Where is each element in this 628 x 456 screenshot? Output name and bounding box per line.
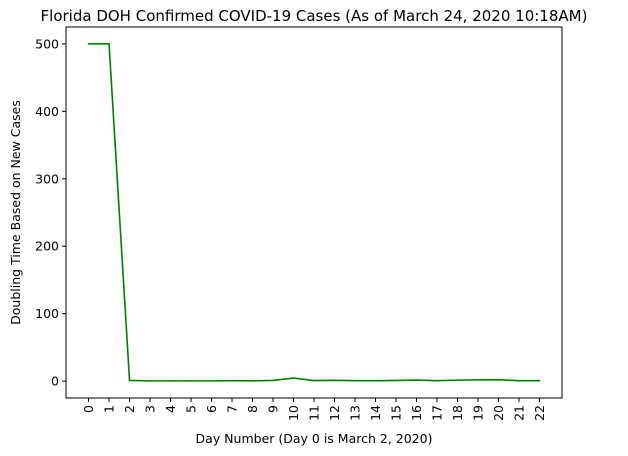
data-point — [354, 379, 356, 382]
data-point — [374, 379, 377, 382]
x-tick-label: 9 — [266, 405, 281, 413]
y-tick-label: 200 — [35, 239, 59, 254]
plot-frame — [65, 26, 563, 399]
data-point — [169, 380, 172, 382]
chart-title: Florida DOH Confirmed COVID-19 Cases (As… — [41, 7, 588, 25]
data-point — [477, 378, 479, 381]
x-tick-label: 19 — [470, 405, 485, 421]
y-axis-ticks: 0 100 200 300 400 500 — [35, 36, 66, 389]
x-tick-label: 15 — [388, 405, 403, 421]
x-tick-label: 20 — [491, 405, 506, 421]
data-point — [210, 380, 213, 382]
data-point — [292, 377, 295, 379]
data-point — [333, 379, 336, 382]
x-tick-label: 10 — [286, 405, 301, 421]
x-tick-label: 14 — [368, 405, 383, 421]
data-point — [436, 379, 438, 382]
x-tick-label: 18 — [450, 405, 465, 421]
x-tick-label: 5 — [184, 405, 199, 413]
x-tick-label: 6 — [204, 405, 219, 413]
x-tick-label: 2 — [122, 405, 137, 413]
data-point — [497, 378, 500, 381]
plot-area — [66, 27, 562, 398]
data-point — [518, 379, 520, 382]
data-point — [128, 379, 131, 382]
data-point — [313, 379, 315, 382]
y-tick-label: 400 — [35, 104, 59, 119]
x-tick-label: 3 — [143, 405, 158, 413]
data-point — [415, 379, 418, 381]
y-tick-label: 500 — [35, 36, 59, 51]
data-point — [108, 43, 110, 45]
x-tick-label: 17 — [429, 405, 444, 421]
x-axis-label: Day Number (Day 0 is March 2, 2020) — [196, 431, 433, 446]
x-tick-label: 1 — [102, 405, 117, 413]
y-tick-label: 0 — [51, 374, 59, 389]
data-point — [456, 379, 459, 381]
data-point — [87, 43, 90, 45]
data-point — [272, 379, 274, 382]
x-tick-label: 7 — [225, 405, 240, 413]
x-axis-ticks: 0 1 2 3 4 5 6 7 8 9 10 11 12 13 14 15 16 17 18 19 20 21 22 — [81, 398, 547, 421]
data-point — [251, 379, 254, 382]
data-point — [231, 379, 233, 382]
x-tick-label: 12 — [327, 405, 342, 421]
x-tick-label: 4 — [163, 405, 178, 413]
x-tick-label: 22 — [532, 405, 547, 421]
x-tick-label: 0 — [81, 405, 96, 413]
x-tick-label: 11 — [307, 405, 322, 421]
data-point — [149, 380, 151, 382]
x-tick-label: 13 — [347, 405, 362, 421]
data-point — [538, 379, 541, 382]
y-tick-label: 100 — [35, 306, 59, 321]
series-layer — [87, 43, 541, 382]
x-tick-label: 16 — [409, 405, 424, 421]
y-axis-label: Doubling Time Based on New Cases — [8, 100, 23, 325]
y-tick-label: 300 — [35, 171, 59, 186]
x-tick-label: 21 — [511, 405, 526, 421]
data-point — [395, 379, 397, 382]
data-point — [190, 380, 192, 382]
x-tick-label: 8 — [245, 405, 260, 413]
